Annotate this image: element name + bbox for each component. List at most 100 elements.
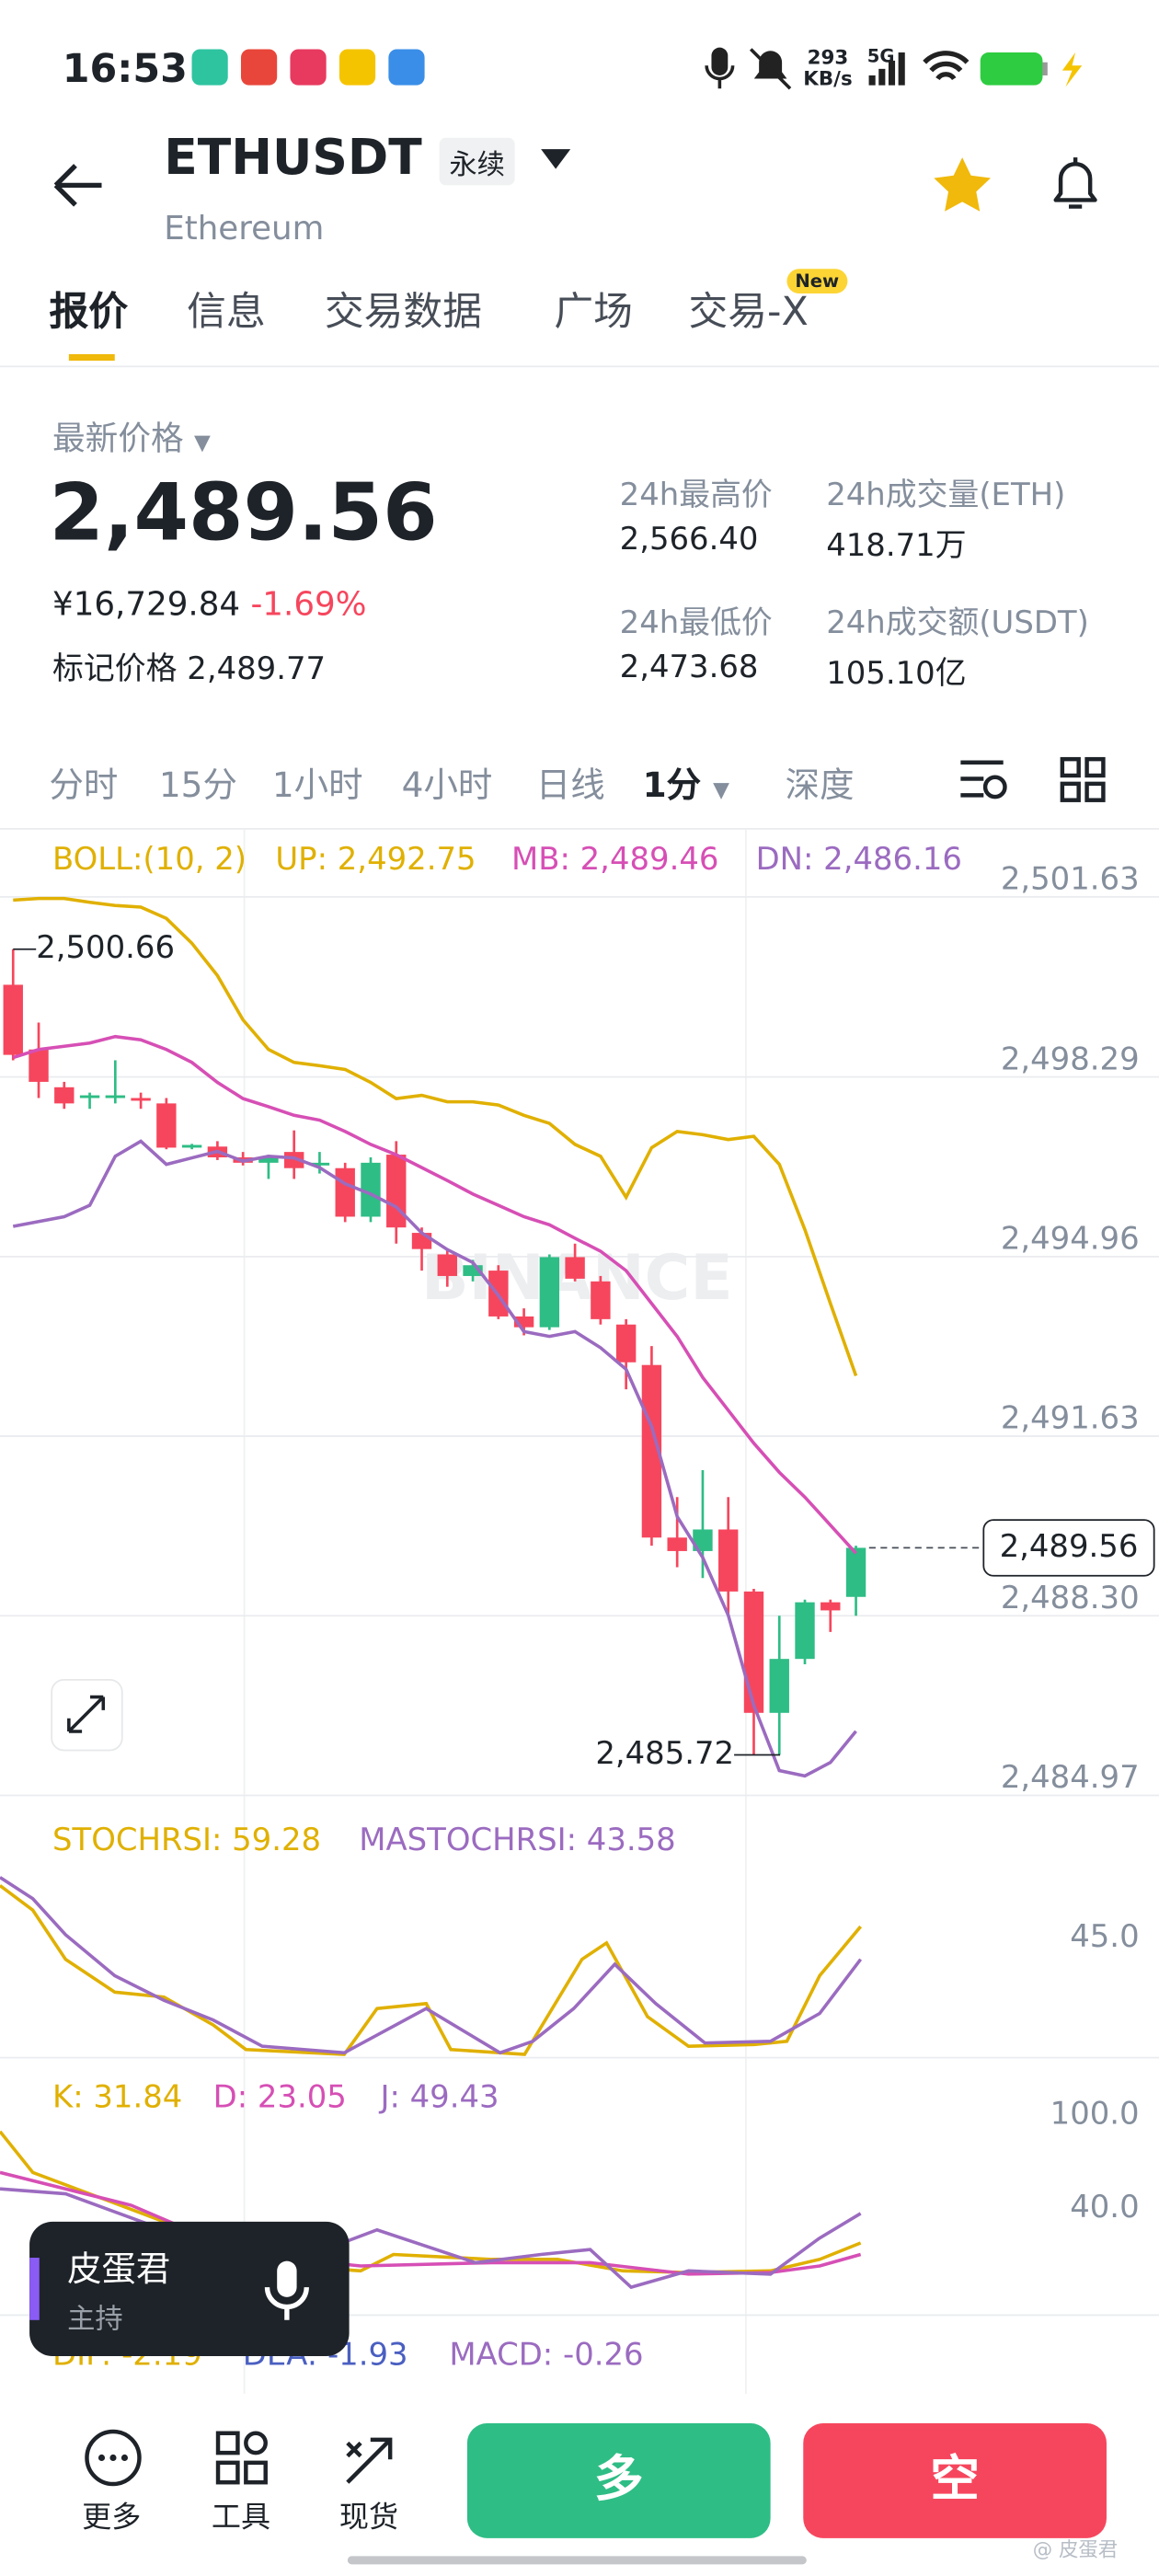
y-tick-label: 2,498.29 — [1001, 1041, 1140, 1076]
interval[interactable]: 深度 — [785, 765, 855, 806]
candle-body — [718, 1529, 739, 1592]
candle-body — [361, 1162, 381, 1217]
candle-body — [513, 1316, 534, 1328]
tab[interactable]: 广场 — [554, 288, 633, 335]
candle-body — [615, 1324, 637, 1363]
fullscreen-button[interactable] — [51, 1678, 123, 1752]
candle-body — [131, 1098, 151, 1101]
y-tick-label: 2,484.97 — [1001, 1759, 1140, 1795]
mastochrsi-label: MASTOCHRSI: 43.58 — [359, 1822, 675, 1857]
kdj-k-label: K: 31.84 — [52, 2079, 182, 2115]
legend-entry: DN: 2,486.16 — [756, 841, 962, 877]
net-speed-value: 293 — [807, 45, 849, 69]
stochrsi-label: STOCHRSI: 59.28 — [52, 1822, 321, 1857]
contract-badge: 永续 — [439, 137, 515, 186]
tab[interactable]: 交易数据 — [324, 288, 482, 335]
low-label: 2,485.72 — [595, 1735, 734, 1771]
candle-body — [54, 1087, 75, 1104]
candle-body — [105, 1095, 126, 1098]
boll-line — [12, 1034, 857, 1555]
status-time: 16:53 — [62, 45, 188, 92]
back-button[interactable] — [49, 161, 108, 210]
price-cny: ¥16,729.84 -1.69% — [52, 583, 367, 623]
candle-body — [667, 1537, 687, 1551]
interval[interactable]: 分时 — [49, 765, 119, 806]
interval-active[interactable]: 1分 ▼ — [642, 765, 729, 806]
cny-value: ¥16,729.84 — [52, 583, 241, 624]
nav-label[interactable]: 更多 — [82, 2500, 142, 2536]
legend-entry: MB: 2,489.46 — [511, 841, 718, 877]
new-badge: New — [786, 269, 848, 294]
symbol: ETHUSDT — [164, 129, 422, 188]
divider — [0, 828, 1159, 830]
candle-body — [79, 1095, 100, 1098]
alert-bell[interactable] — [1046, 155, 1105, 217]
candle-body — [258, 1156, 279, 1163]
last-price-label: 2,489.56 — [1000, 1528, 1139, 1564]
candle-body — [335, 1167, 355, 1217]
candle-body — [463, 1265, 483, 1276]
nav-label[interactable]: 工具 — [211, 2500, 271, 2536]
last-price-label-text: 最新价格 — [52, 418, 184, 458]
chart-tools[interactable] — [958, 754, 1108, 807]
candle-body — [743, 1591, 764, 1713]
stochrsi-line — [0, 1884, 863, 2056]
signal-type: 5G — [866, 45, 895, 68]
candle-body — [156, 1103, 177, 1148]
last-price-label: 最新价格 ▼ — [52, 418, 211, 458]
chart-layer: STOCHRSI: 59.28 MASTOCHRSI: 43.58 45.0 K… — [0, 829, 1159, 2394]
symbol-dropdown[interactable] — [539, 147, 572, 170]
interval[interactable]: 15分 — [158, 765, 237, 806]
mark-price-value: 2,489.77 — [187, 650, 327, 687]
y-tick-label: 2,491.63 — [1001, 1400, 1140, 1436]
indicator-label: BOLL:(10, 2) — [52, 841, 247, 877]
kdj-j-label: J: 49.43 — [378, 2079, 499, 2115]
candle-body — [769, 1659, 789, 1713]
last-price: 2,489.56 — [49, 466, 438, 559]
tab[interactable]: 信息 — [187, 288, 266, 335]
tab[interactable]: 交易-X — [688, 288, 809, 335]
host-role: 主持 — [67, 2303, 123, 2337]
candle-body — [3, 984, 23, 1055]
stat-value: 2,473.68 — [619, 649, 759, 685]
candle-body — [591, 1281, 611, 1319]
y-tick-label: 2,494.96 — [1001, 1221, 1140, 1257]
stat-label: 24h最高价 — [619, 477, 773, 513]
mark-price: 标记价格 2,489.77 — [52, 644, 326, 688]
stat-label: 24h成交额(USDT) — [826, 604, 1089, 641]
candle-body — [641, 1364, 662, 1538]
candle-body — [181, 1144, 202, 1148]
stat-label: 24h成交量(ETH) — [826, 477, 1066, 513]
price-change: -1.69% — [250, 583, 367, 624]
tab-underline — [68, 353, 115, 362]
legend-entry: UP: 2,492.75 — [275, 841, 476, 877]
interval[interactable]: 4小时 — [401, 765, 493, 806]
kline-chart: STOCHRSI: 59.28 MASTOCHRSI: 43.58 45.0 K… — [0, 829, 1159, 2394]
mic-icon — [264, 2260, 309, 2320]
stat-value: 418.71万 — [826, 527, 967, 565]
stat-value: 105.10亿 — [826, 655, 967, 693]
candle-body — [565, 1257, 585, 1279]
stat-label: 24h最低价 — [619, 604, 773, 641]
status-app-icons — [191, 49, 425, 86]
divider — [0, 365, 1159, 368]
candle-body — [795, 1602, 815, 1660]
candle-body — [411, 1233, 432, 1249]
interval[interactable]: 日线 — [535, 765, 605, 806]
live-host-card[interactable]: 皮蛋君 主持 — [29, 2221, 350, 2356]
nav-label[interactable]: 现货 — [339, 2500, 399, 2536]
mark-price-label: 标记价格 — [52, 650, 178, 687]
favorite-star[interactable] — [931, 155, 993, 214]
boll-line — [12, 1139, 857, 1778]
interval[interactable]: 1小时 — [271, 765, 363, 806]
tab-active[interactable]: 报价 — [49, 288, 129, 335]
long-button[interactable]: 多 — [466, 2423, 771, 2538]
kdj-d-line — [0, 2170, 862, 2276]
mastochrsi-line — [0, 1876, 863, 2055]
candle-body — [693, 1529, 713, 1551]
kdj-tick: 40.0 — [1070, 2189, 1139, 2225]
home-indicator — [347, 2556, 807, 2565]
net-speed: 293 KB/s — [803, 45, 852, 90]
short-button[interactable]: 空 — [803, 2423, 1107, 2538]
boll-line — [13, 896, 858, 1377]
